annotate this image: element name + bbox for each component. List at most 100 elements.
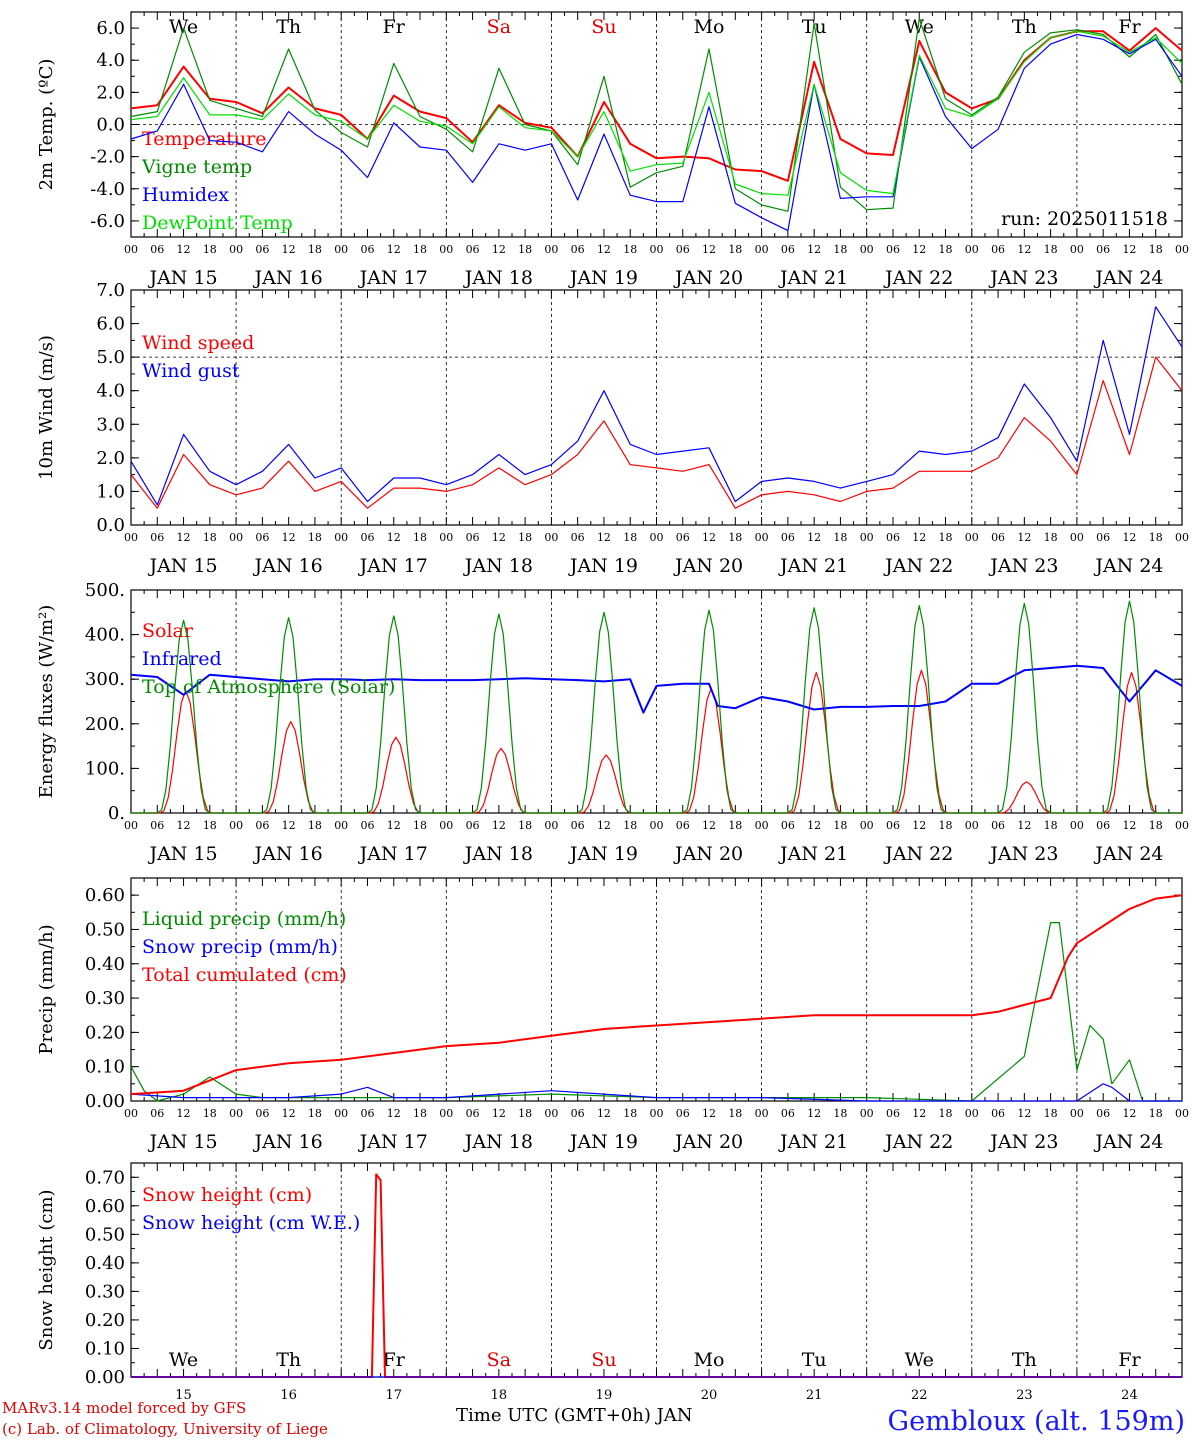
- y-tick-label: 2.0: [96, 82, 125, 103]
- hour-tick-label: 12: [912, 1107, 926, 1120]
- y-tick-label: 1.0: [96, 481, 125, 502]
- hour-tick-label: 06: [255, 243, 269, 256]
- hour-tick-label: 12: [702, 1107, 716, 1120]
- weekday-label: Th: [1012, 1349, 1037, 1371]
- legend-entry: DewPoint Temp: [142, 212, 293, 234]
- legend-entry: Vigne temp: [141, 156, 252, 178]
- date-label: JAN 17: [358, 1131, 428, 1153]
- hour-tick-label: 06: [255, 819, 269, 832]
- date-label: JAN 24: [1093, 555, 1163, 577]
- panel-5: 15 16 17 18 19 20 21 22 23 24 We Th Fr Sa Su Mo Tu We Th Fr…: [36, 1162, 1183, 1403]
- legend-entry: Snow precip (mm/h): [142, 936, 338, 958]
- weekday-label: Su: [591, 1349, 616, 1371]
- y-axis-label: 10m Wind (m/s): [36, 335, 57, 480]
- legend-entry: Liquid precip (mm/h): [142, 908, 346, 930]
- hour-tick-label: 00: [1070, 1107, 1084, 1120]
- hour-tick-label: 00: [860, 819, 874, 832]
- day-number-label: 15: [175, 1388, 192, 1403]
- legend-entry: Solar: [142, 620, 194, 642]
- weekday-label: Th: [1012, 16, 1037, 38]
- hour-tick-label: 18: [518, 531, 532, 544]
- y-tick-label: 6.0: [96, 314, 125, 335]
- weekday-label: Sa: [487, 1349, 511, 1371]
- hour-tick-label: 06: [1096, 819, 1110, 832]
- y-tick-label: 0.30: [85, 988, 125, 1009]
- hour-tick-label: 12: [1017, 531, 1031, 544]
- hour-tick-label: 06: [571, 243, 585, 256]
- y-tick-label: 0.40: [85, 1253, 125, 1274]
- series-line-humidex: [130, 33, 1183, 232]
- hour-tick-label: 00: [229, 1107, 243, 1120]
- hour-tick-label: 18: [833, 531, 847, 544]
- series-line-dewpoint-temp: [130, 30, 1183, 196]
- hour-tick-label: 18: [413, 531, 427, 544]
- hour-tick-label: 00: [124, 243, 138, 256]
- weekday-label: Sa: [487, 16, 511, 38]
- y-tick-label: 100.: [85, 758, 125, 779]
- hour-tick-label: 18: [623, 819, 637, 832]
- hour-tick-label: 18: [1149, 243, 1163, 256]
- site-label: Gembloux (alt. 159m): [888, 1406, 1185, 1437]
- hour-tick-label: 18: [1149, 1107, 1163, 1120]
- legend-entry: Total cumulated (cm): [142, 964, 347, 986]
- hour-tick-label: 18: [518, 1107, 532, 1120]
- date-label: JAN 17: [358, 267, 428, 289]
- date-label: JAN 22: [883, 843, 953, 865]
- hour-tick-label: 06: [466, 243, 480, 256]
- hour-tick-label: 12: [282, 819, 296, 832]
- y-tick-label: 0.0: [96, 515, 125, 536]
- hour-tick-label: 06: [150, 819, 164, 832]
- hour-tick-label: 06: [360, 243, 374, 256]
- date-label: JAN 24: [1093, 267, 1163, 289]
- date-label: JAN 19: [568, 267, 638, 289]
- hour-tick-label: 18: [833, 819, 847, 832]
- hour-tick-label: 12: [282, 531, 296, 544]
- hour-tick-label: 12: [492, 1107, 506, 1120]
- hour-tick-label: 00: [124, 819, 138, 832]
- hour-tick-label: 18: [1044, 531, 1058, 544]
- hour-tick-label: 18: [308, 819, 322, 832]
- hour-tick-label: 00: [755, 243, 769, 256]
- y-tick-label: 300.: [85, 669, 125, 690]
- hour-tick-label: 06: [466, 531, 480, 544]
- hour-tick-label: 00: [124, 531, 138, 544]
- date-label: JAN 20: [673, 843, 743, 865]
- series-line-snow-precip-mm-h-: [130, 1083, 1182, 1102]
- panel-2: 00 06 12 18 00 06 12 18 00 06 12 18 00 06 12 18 00 06 12 18…: [36, 280, 1189, 577]
- weekday-label: Fr: [383, 1349, 406, 1371]
- legend-entry: Infrared: [142, 648, 222, 670]
- hour-tick-label: 12: [177, 243, 191, 256]
- hour-tick-label: 06: [150, 531, 164, 544]
- hour-tick-label: 12: [492, 243, 506, 256]
- hour-tick-label: 00: [860, 243, 874, 256]
- hour-tick-label: 00: [544, 243, 558, 256]
- hour-tick-label: 18: [833, 243, 847, 256]
- y-tick-label: 0.60: [85, 885, 125, 906]
- hour-tick-label: 00: [439, 819, 453, 832]
- hour-tick-label: 12: [807, 531, 821, 544]
- y-tick-label: 0.00: [85, 1367, 125, 1388]
- hour-tick-label: 06: [676, 819, 690, 832]
- series-line-vigne-temp: [130, 17, 1183, 212]
- hour-tick-label: 06: [1096, 243, 1110, 256]
- date-label: JAN 21: [778, 843, 848, 865]
- weekday-label: Tu: [802, 1349, 827, 1371]
- hour-tick-label: 18: [939, 243, 953, 256]
- y-tick-label: 0.: [108, 803, 125, 824]
- y-tick-label: 3.0: [96, 414, 125, 435]
- hour-tick-label: 12: [282, 1107, 296, 1120]
- date-label: JAN 23: [988, 843, 1058, 865]
- hour-tick-label: 18: [1044, 243, 1058, 256]
- y-tick-label: 500.: [85, 580, 125, 601]
- date-label: JAN 15: [147, 843, 217, 865]
- day-number-label: 20: [701, 1388, 718, 1403]
- legend-entry: Wind gust: [142, 360, 240, 382]
- hour-tick-label: 18: [1149, 531, 1163, 544]
- hour-tick-label: 00: [1070, 243, 1084, 256]
- y-tick-label: 6.0: [96, 18, 125, 39]
- weekday-label: Mo: [694, 16, 725, 38]
- hour-tick-label: 06: [991, 1107, 1005, 1120]
- hour-tick-label: 00: [1070, 819, 1084, 832]
- y-tick-label: 2.0: [96, 448, 125, 469]
- hour-tick-label: 06: [150, 1107, 164, 1120]
